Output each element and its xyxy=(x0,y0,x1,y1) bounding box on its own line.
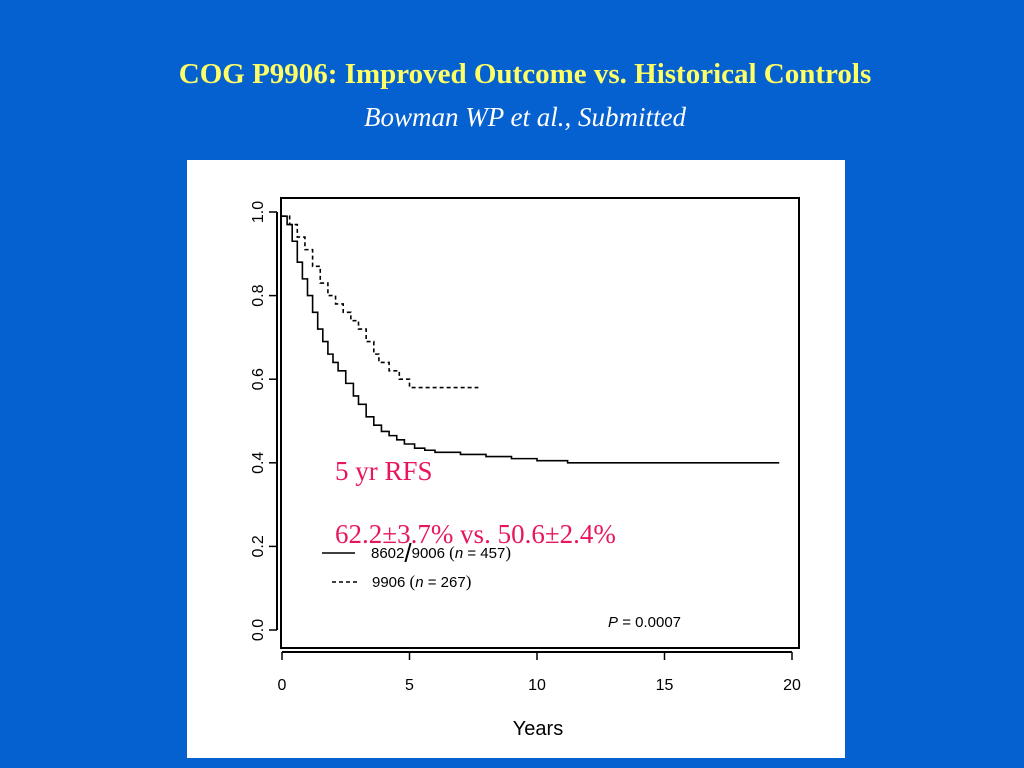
p-value-operator: = xyxy=(622,614,631,631)
legend-solid-open-paren: ( xyxy=(449,543,455,562)
curve-dashed xyxy=(282,215,479,389)
y-ticks: 0.0 0.2 0.4 0.6 0.8 1.0 xyxy=(250,201,277,641)
legend-label-solid: 8602/9006 (n = 457) xyxy=(371,538,511,568)
legend-label-dashed: 9906 (n = 267) xyxy=(372,572,471,591)
y-tick-label-5: 1.0 xyxy=(250,201,267,223)
legend-solid-count: 457 xyxy=(480,545,505,562)
legend-dashed-study: 9906 xyxy=(372,574,405,591)
legend-solid-study-a: 8602 xyxy=(371,545,404,562)
x-ticks: 0 5 10 15 20 xyxy=(278,652,801,694)
curves xyxy=(282,215,780,464)
legend: 8602/9006 (n = 457) 9906 (n = 267) xyxy=(322,538,511,591)
p-value-symbol: P xyxy=(608,614,618,631)
legend-dashed-equals: = xyxy=(428,574,437,591)
y-tick-label-4: 0.8 xyxy=(250,284,267,306)
x-axis-title: Years xyxy=(513,718,563,740)
plot-frame xyxy=(280,197,800,649)
legend-solid-slash: / xyxy=(404,538,412,568)
y-tick-label-0: 0.0 xyxy=(250,619,267,641)
y-tick-label-2: 0.4 xyxy=(250,452,267,474)
slide-title: COG P9906: Improved Outcome vs. Historic… xyxy=(178,58,872,90)
x-tick-label-0: 0 xyxy=(278,677,287,694)
km-chart: 0 5 10 15 20 0.0 0.2 0.4 0.6 0.8 1.0 Years 5 yr R… xyxy=(250,197,801,740)
legend-dashed-open-paren: ( xyxy=(410,572,416,591)
legend-dashed-close-paren: ) xyxy=(466,572,472,591)
x-tick-label-1: 5 xyxy=(405,677,414,694)
legend-solid-n: n xyxy=(455,545,463,562)
legend-dashed-count: 267 xyxy=(441,574,466,591)
x-tick-label-4: 20 xyxy=(783,677,801,694)
p-value-number: 0.0007 xyxy=(635,614,681,631)
y-tick-label-1: 0.2 xyxy=(250,535,267,557)
legend-solid-study-b: 9006 xyxy=(412,545,445,562)
legend-dashed-n: n xyxy=(415,574,423,591)
y-tick-label-3: 0.6 xyxy=(250,368,267,390)
x-tick-label-2: 10 xyxy=(528,677,546,694)
rfs-label: 5 yr RFS xyxy=(335,456,433,486)
x-tick-label-3: 15 xyxy=(656,677,674,694)
p-value: P = 0.0007 xyxy=(608,614,681,631)
chart-panel: 0 5 10 15 20 0.0 0.2 0.4 0.6 0.8 1.0 Years 5 yr R… xyxy=(187,160,845,758)
legend-item-solid: 8602/9006 (n = 457) xyxy=(322,538,511,568)
slide-subtitle: Bowman WP et al., Submitted xyxy=(364,102,686,132)
legend-item-dashed: 9906 (n = 267) xyxy=(332,572,471,591)
rfs-values: 62.2±3.7% vs. 50.6±2.4% xyxy=(335,519,616,549)
legend-solid-equals: = xyxy=(467,545,476,562)
curve-solid xyxy=(282,215,780,464)
legend-solid-close-paren: ) xyxy=(505,543,511,562)
